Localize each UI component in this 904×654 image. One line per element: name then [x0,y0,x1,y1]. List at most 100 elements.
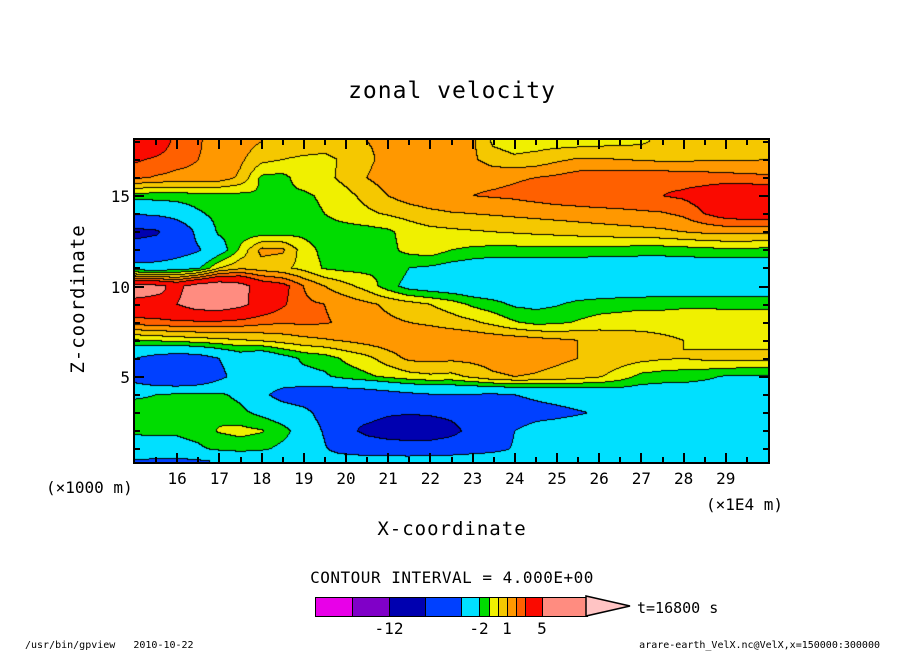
axis-tick [472,140,474,149]
axis-tick [763,177,768,179]
axis-tick [725,453,727,462]
axis-tick [135,322,140,324]
axis-tick [218,453,220,462]
page-title: zonal velocity [348,78,556,104]
axis-tick [640,453,642,462]
axis-tick [493,457,495,462]
axis-tick [387,453,389,462]
axis-tick [472,453,474,462]
x-tick-label: 24 [505,469,525,488]
colorbar-segment-salmon [543,598,587,616]
axis-tick [176,140,178,149]
axis-tick [135,159,140,161]
axis-tick [240,140,242,145]
axis-tick [366,140,368,145]
axis-tick [763,322,768,324]
axis-tick [176,453,178,462]
axis-tick [135,358,140,360]
axis-tick [514,453,516,462]
axis-tick [759,286,768,288]
axis-tick [387,140,389,149]
axis-tick [303,453,305,462]
axis-tick [704,140,706,145]
contour-canvas [135,140,768,462]
plot-frame [133,138,770,464]
axis-tick [324,140,326,145]
axis-tick [135,448,140,450]
axis-tick [763,213,768,215]
axis-tick [197,140,199,145]
axis-tick [135,412,140,414]
axis-tick [683,453,685,462]
colorbar-arrow-icon [585,595,631,617]
colorbar-segment-orange [508,598,517,616]
axis-tick [763,448,768,450]
axis-tick [135,231,140,233]
axis-tick [763,231,768,233]
colorbar-tick-label: -12 [374,619,404,638]
axis-tick [763,430,768,432]
axis-tick [763,141,768,143]
colorbar-segment-cyan [462,598,480,616]
footer-command: /usr/bin/gpview 2010-10-22 [25,640,194,651]
x-tick-label: 28 [673,469,694,488]
contour-interval-note: CONTOUR INTERVAL = 4.000E+00 [310,568,594,587]
colorbar-segment-navy [390,598,426,616]
axis-tick [763,340,768,342]
x-tick-label: 21 [378,469,398,488]
colorbar-segment-magenta [316,598,353,616]
axis-tick [135,249,140,251]
x-tick-label: 22 [420,469,441,488]
axis-tick [155,140,157,145]
axis-tick [282,140,284,145]
x-tick-label: 26 [589,469,609,488]
axis-tick [763,159,768,161]
axis-tick [577,457,579,462]
axis-tick [135,195,144,197]
axis-tick [261,140,263,149]
colorbar-segment-purple [353,598,390,616]
axis-tick [759,195,768,197]
axis-tick [135,304,140,306]
axis-tick [429,453,431,462]
x-tick-label: 23 [462,469,483,488]
axis-tick [366,457,368,462]
x-tick-label: 29 [716,469,736,488]
axis-tick [135,213,140,215]
axis-tick [514,140,516,149]
axis-tick [598,453,600,462]
axis-tick [619,457,621,462]
x-tick-label: 20 [336,469,356,488]
colorbar-labels: -12 -2 1 5 [315,619,595,639]
axis-tick [598,140,600,149]
footer-datasource: arare-earth_VelX.nc@VelX,x=150000:300000 [639,640,880,651]
axis-tick [535,457,537,462]
axis-tick [763,304,768,306]
axis-tick [282,457,284,462]
axis-tick [135,430,140,432]
axis-tick [746,457,748,462]
axis-tick [725,140,727,149]
axis-tick [408,457,410,462]
axis-tick [619,140,621,145]
axis-tick [345,453,347,462]
time-label: t=16800 s [637,599,719,617]
colorbar-tick-label: 5 [537,619,547,638]
axis-tick [556,140,558,149]
axis-tick [640,140,642,149]
y-axis-unit: (×1000 m) [46,478,133,497]
colorbar [315,597,588,617]
axis-tick [704,457,706,462]
colorbar-tick-label: 1 [502,619,512,638]
axis-tick [759,376,768,378]
x-tick-label: 25 [547,469,567,488]
colorbar-segment-green [480,598,490,616]
axis-tick [683,140,685,149]
axis-tick [240,457,242,462]
axis-tick [556,453,558,462]
axis-tick [135,394,140,396]
axis-tick [662,457,664,462]
axis-tick [662,140,664,145]
axis-tick [763,412,768,414]
